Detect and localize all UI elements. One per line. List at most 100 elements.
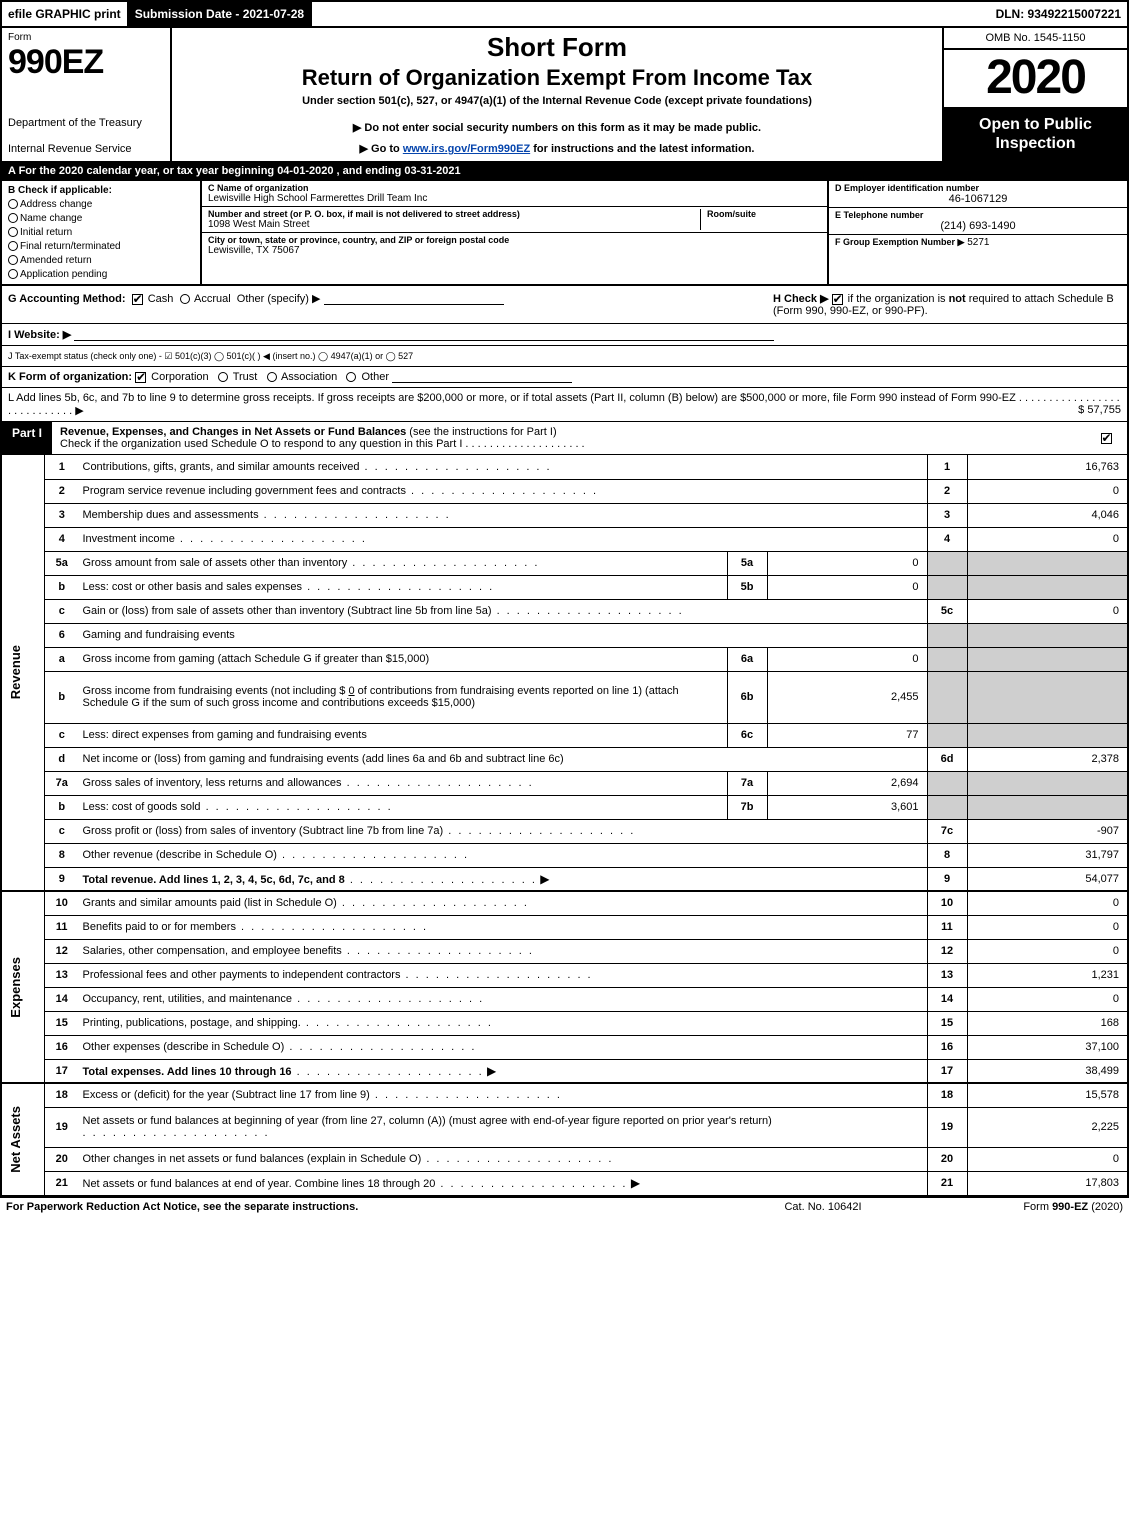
line-6b-num: b <box>45 671 79 723</box>
line-5b-subval: 0 <box>767 575 927 599</box>
line-1-num: 1 <box>45 455 79 479</box>
dln-cell: DLN: 93492215007221 <box>990 2 1127 26</box>
line-5c: c Gain or (loss) from sale of assets oth… <box>2 599 1127 623</box>
line-10: Expenses 10 Grants and similar amounts p… <box>2 891 1127 915</box>
k-prefix: K Form of organization: <box>8 371 135 383</box>
line-2-ref: 2 <box>927 479 967 503</box>
org-name: Lewisville High School Farmerettes Drill… <box>208 193 821 204</box>
accrual-radio[interactable] <box>180 294 190 304</box>
line-17-val: 38,499 <box>967 1059 1127 1083</box>
h-label: H Check ▶ <box>773 293 829 305</box>
line-20-ref: 20 <box>927 1147 967 1171</box>
j-text: J Tax-exempt status (check only one) - ☑… <box>8 351 413 361</box>
line-5c-ref: 5c <box>927 599 967 623</box>
line-6b-ref-shaded <box>927 671 967 723</box>
line-12-num: 12 <box>45 939 79 963</box>
line-5a-desc: Gross amount from sale of assets other t… <box>83 557 348 569</box>
opt-address-change[interactable]: Address change <box>8 199 194 210</box>
netassets-label: Net Assets <box>6 1102 25 1177</box>
footer-right-post: (2020) <box>1088 1201 1123 1213</box>
footer-mid: Cat. No. 10642I <box>723 1201 923 1213</box>
line-18-val: 15,578 <box>967 1083 1127 1107</box>
line-6b-subval: 2,455 <box>767 671 927 723</box>
line-6c-val-shaded <box>967 723 1127 747</box>
line-5c-desc: Gain or (loss) from sale of assets other… <box>83 605 492 617</box>
other-specify-blank[interactable] <box>324 293 504 305</box>
line-20-desc: Other changes in net assets or fund bala… <box>83 1153 422 1165</box>
k-other-blank[interactable] <box>392 371 572 383</box>
k-assoc-label: Association <box>281 371 337 383</box>
line-12-desc: Salaries, other compensation, and employ… <box>83 945 342 957</box>
part1-label: Part I <box>2 422 52 454</box>
entity-center: C Name of organization Lewisville High S… <box>202 181 827 284</box>
line-6-desc: Gaming and fundraising events <box>83 629 235 641</box>
line-5c-num: c <box>45 599 79 623</box>
line-3-desc: Membership dues and assessments <box>83 509 259 521</box>
line-21-num: 21 <box>45 1171 79 1195</box>
k-corp-checkbox[interactable] <box>135 372 146 383</box>
line-2-desc: Program service revenue including govern… <box>83 485 406 497</box>
line-17-ref: 17 <box>927 1059 967 1083</box>
open-to-public: Open to Public Inspection <box>944 109 1127 161</box>
line-4-desc: Investment income <box>83 533 175 545</box>
k-assoc-radio[interactable] <box>267 372 277 382</box>
line-6-ref-shaded <box>927 623 967 647</box>
opt-application-pending[interactable]: Application pending <box>8 269 194 280</box>
line-5a-val-shaded <box>967 551 1127 575</box>
line-5b: b Less: cost or other basis and sales ex… <box>2 575 1127 599</box>
line-4-ref: 4 <box>927 527 967 551</box>
opt-initial-return[interactable]: Initial return <box>8 227 194 238</box>
line-6b-desc-pre: Gross income from fundraising events (no… <box>83 685 349 697</box>
line-6b-desc-amt: 0 <box>348 685 354 697</box>
line-8-ref: 8 <box>927 843 967 867</box>
line-4-num: 4 <box>45 527 79 551</box>
phone-value: (214) 693-1490 <box>835 220 1121 232</box>
cash-checkbox[interactable] <box>132 294 143 305</box>
opt-amended-return[interactable]: Amended return <box>8 255 194 266</box>
form-label: Form <box>8 32 164 43</box>
short-form-title: Short Form <box>180 32 934 63</box>
line-7b-desc: Less: cost of goods sold <box>83 801 201 813</box>
line-6a-desc: Gross income from gaming (attach Schedul… <box>83 653 430 665</box>
street-value: 1098 West Main Street <box>208 219 694 230</box>
part1-header: Part I Revenue, Expenses, and Changes in… <box>2 422 1127 455</box>
h-checkbox[interactable] <box>832 294 843 305</box>
line-13-num: 13 <box>45 963 79 987</box>
f-label: F Group Exemption Number ▶ <box>835 237 964 247</box>
website-blank[interactable] <box>74 329 774 341</box>
line-8-desc: Other revenue (describe in Schedule O) <box>83 849 277 861</box>
line-18: Net Assets 18 Excess or (deficit) for th… <box>2 1083 1127 1107</box>
line-15-ref: 15 <box>927 1011 967 1035</box>
line-5b-num: b <box>45 575 79 599</box>
page-footer: For Paperwork Reduction Act Notice, see … <box>0 1198 1129 1216</box>
under-section: Under section 501(c), 527, or 4947(a)(1)… <box>180 95 934 107</box>
part1-title: Revenue, Expenses, and Changes in Net As… <box>52 422 1087 454</box>
line-11-ref: 11 <box>927 915 967 939</box>
line-18-num: 18 <box>45 1083 79 1107</box>
opt-name-change[interactable]: Name change <box>8 213 194 224</box>
part1-endbox <box>1087 422 1127 454</box>
goto-link[interactable]: www.irs.gov/Form990EZ <box>403 143 530 155</box>
cash-label: Cash <box>148 293 174 305</box>
line-7a: 7a Gross sales of inventory, less return… <box>2 771 1127 795</box>
h-cell: H Check ▶ if the organization is not req… <box>767 286 1127 323</box>
footer-right: Form 990-EZ (2020) <box>923 1201 1123 1213</box>
group-exemption-row: F Group Exemption Number ▶ 5271 <box>829 235 1127 284</box>
line-7b-ref-shaded <box>927 795 967 819</box>
line-7b-subval: 3,601 <box>767 795 927 819</box>
line-6d: d Net income or (loss) from gaming and f… <box>2 747 1127 771</box>
line-7a-val-shaded <box>967 771 1127 795</box>
efile-cell[interactable]: efile GRAPHIC print <box>2 2 129 26</box>
line-10-ref: 10 <box>927 891 967 915</box>
line-7b: b Less: cost of goods sold 7b 3,601 <box>2 795 1127 819</box>
k-other-radio[interactable] <box>346 372 356 382</box>
line-6c-num: c <box>45 723 79 747</box>
k-trust-radio[interactable] <box>218 372 228 382</box>
line-8: 8 Other revenue (describe in Schedule O)… <box>2 843 1127 867</box>
entity-block: B Check if applicable: Address change Na… <box>2 181 1127 286</box>
line-2: 2 Program service revenue including gove… <box>2 479 1127 503</box>
accrual-label: Accrual <box>194 293 231 305</box>
opt-final-return[interactable]: Final return/terminated <box>8 241 194 252</box>
part1-check[interactable] <box>1101 433 1112 444</box>
line-11-desc: Benefits paid to or for members <box>83 921 236 933</box>
